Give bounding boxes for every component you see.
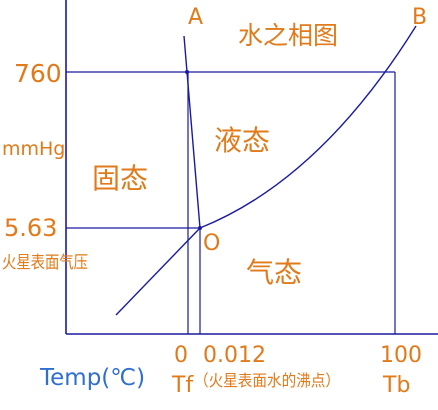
solid-region-label: 固态 (92, 162, 148, 195)
gas-region-label: 气态 (246, 256, 302, 289)
y-axis-unit: mmHg (2, 138, 65, 160)
curve-a-label: A (188, 5, 203, 30)
x-tick-0-012: 0.012 (203, 343, 266, 368)
diagram-title: 水之相图 (238, 21, 338, 50)
x-tick-0-symbol: Tf (171, 373, 194, 398)
x-tick-0: 0 (174, 343, 188, 368)
sublimation-curve (115, 227, 201, 316)
curve-b-label: B (412, 5, 427, 30)
vaporization-curve (199, 25, 417, 229)
normal-melting-point-dot (185, 70, 189, 74)
y-tick-5-63-note: 火星表面气压 (2, 253, 88, 273)
y-tick-5-63: 5.63 (4, 214, 57, 242)
liquid-region-label: 液态 (214, 124, 270, 157)
triple-point-label: O (203, 231, 220, 256)
y-tick-760: 760 (14, 59, 62, 88)
x-tick-100-symbol: Tb (382, 373, 410, 398)
x-tick-100: 100 (380, 343, 422, 368)
melting-curve (183, 35, 201, 229)
x-axis-label: Temp(℃) (39, 365, 145, 391)
x-axis-annotation: （火星表面水的沸点） (194, 371, 340, 390)
triple-point-dot (198, 226, 202, 230)
